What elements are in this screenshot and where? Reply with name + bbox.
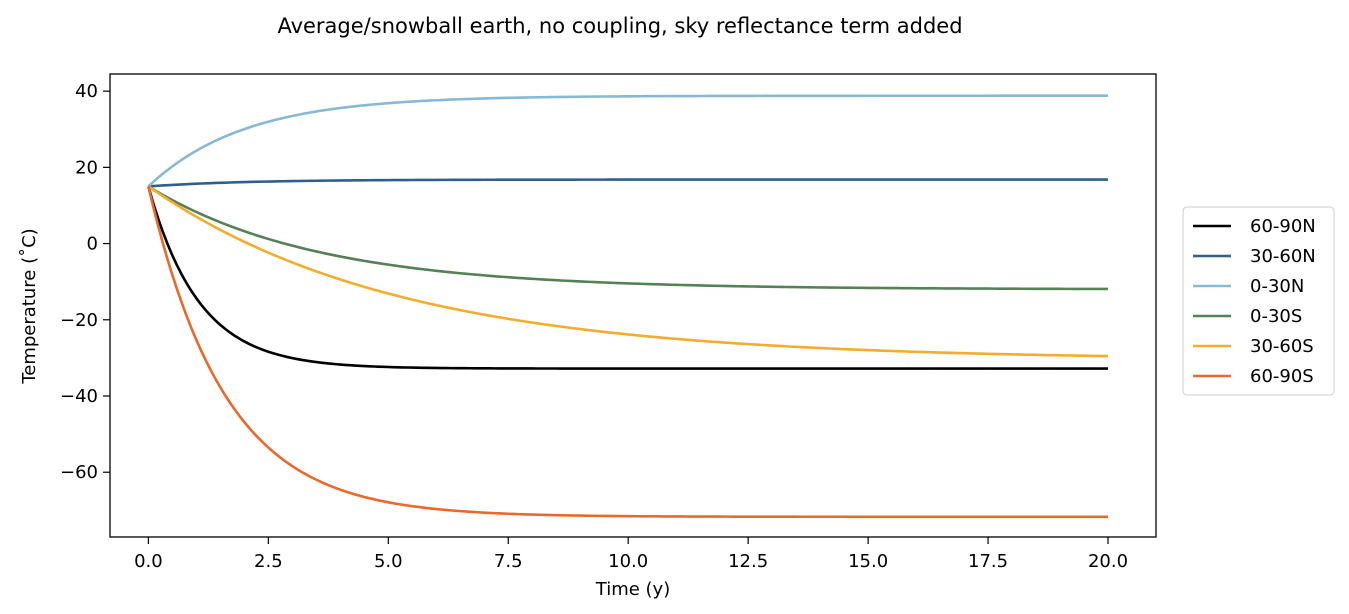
x-tick-label: 5.0	[374, 551, 403, 572]
x-tick-label: 15.0	[848, 551, 888, 572]
y-tick-label: −20	[60, 310, 98, 331]
x-tick-label: 7.5	[494, 551, 523, 572]
x-tick-label: 12.5	[728, 551, 768, 572]
plot-frame	[109, 73, 1157, 538]
x-tick-label: 10.0	[608, 551, 648, 572]
y-tick-label: 40	[75, 81, 98, 102]
legend-label: 30-60S	[1250, 336, 1314, 357]
legend-label: 60-90S	[1250, 366, 1314, 387]
x-tick-label: 20.0	[1088, 551, 1128, 572]
plot-series	[147, 94, 1109, 519]
series-line-60-90N	[147, 186, 1109, 370]
legend-box	[1182, 206, 1335, 396]
series-line-30-60N	[148, 178, 1109, 188]
series-line-0-30S	[147, 185, 1109, 291]
legend-label: 30-60N	[1250, 246, 1316, 267]
y-tick-label: 0	[87, 234, 98, 255]
legend: 60-90N 30-60N 0-30N 0-30S 30-60S 60-90S	[1182, 206, 1335, 396]
series-line-30-60S	[147, 185, 1109, 358]
x-tick-label: 2.5	[254, 551, 283, 572]
legend-label: 60-90N	[1250, 216, 1316, 237]
series-line-0-30N	[147, 94, 1109, 188]
chart-title: Average/snowball earth, no coupling, sky…	[277, 14, 962, 38]
y-axis-label: Temperature (˚C)	[19, 228, 40, 384]
legend-label: 0-30S	[1250, 306, 1302, 327]
y-tick-label: −40	[60, 386, 98, 407]
y-axis: 40 20 0 −20 −40 −60	[60, 81, 110, 483]
y-tick-label: −60	[60, 462, 98, 483]
x-tick-label: 0.0	[134, 551, 163, 572]
x-axis: 0.0 2.5 5.0 7.5 10.0 12.5 15.0 17.5 20.0	[134, 537, 1128, 572]
x-tick-label: 17.5	[968, 551, 1008, 572]
legend-entries: 60-90N 30-60N 0-30N 0-30S 30-60S 60-90S	[1193, 216, 1316, 387]
y-tick-label: 20	[75, 157, 98, 178]
x-axis-label: Time (y)	[595, 579, 670, 600]
series-line-60-90S	[147, 186, 1109, 519]
legend-label: 0-30N	[1250, 276, 1304, 297]
